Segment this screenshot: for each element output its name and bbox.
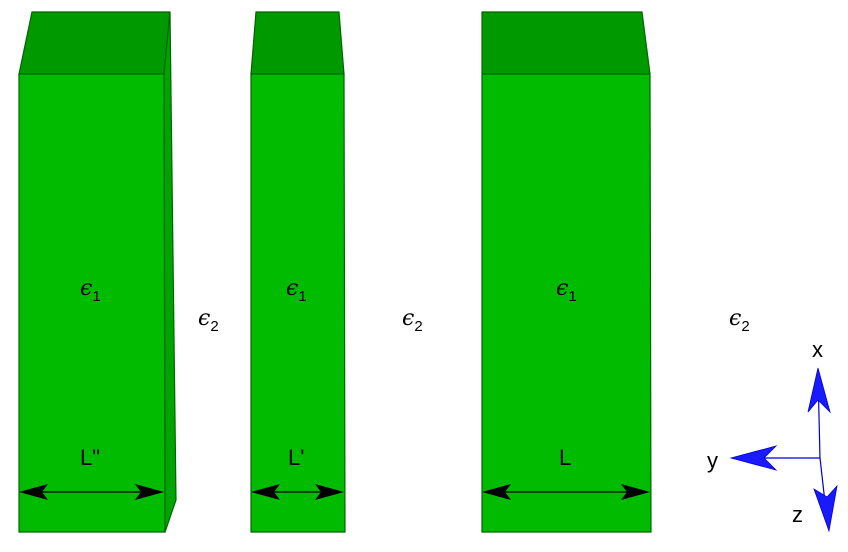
gap-1-permittivity: ϵ2 (198, 306, 219, 335)
block-left-permittivity: ϵ1 (80, 276, 101, 305)
block-middle-front-face (250, 73, 346, 533)
gap-2-permittivity: ϵ2 (402, 306, 423, 335)
block-middle-width-dimension-arrow (251, 484, 344, 500)
z-axis-arrowhead (813, 484, 838, 533)
block-middle: ϵ1 L' (250, 11, 346, 533)
block-middle-width-label: L' (288, 445, 304, 470)
block-right-width-label: L (559, 445, 571, 470)
block-middle-permittivity: ϵ1 (286, 276, 307, 305)
block-right-width-dimension-arrow (482, 484, 650, 500)
block-left: ϵ1 L" (18, 11, 177, 533)
block-right: ϵ1 L (481, 11, 652, 533)
block-middle-top-face (250, 11, 345, 75)
y-axis-arrowhead (729, 445, 778, 471)
gap-3-permittivity: ϵ2 (729, 306, 750, 335)
block-left-front-face (18, 73, 166, 533)
y-axis-label: y (707, 448, 718, 473)
block-right-permittivity: ϵ1 (556, 276, 577, 305)
block-left-side-face (163, 11, 177, 533)
block-left-width-label: L" (80, 445, 100, 470)
x-axis-label: x (812, 337, 823, 362)
block-left-top-face (18, 11, 171, 75)
block-left-width-dimension-arrow (19, 484, 164, 500)
block-right-top-face (481, 11, 651, 75)
coordinate-axes: x y z (707, 337, 838, 533)
x-axis-arrowhead (807, 367, 831, 414)
z-axis-label: z (792, 502, 803, 527)
block-right-front-face (481, 73, 652, 533)
